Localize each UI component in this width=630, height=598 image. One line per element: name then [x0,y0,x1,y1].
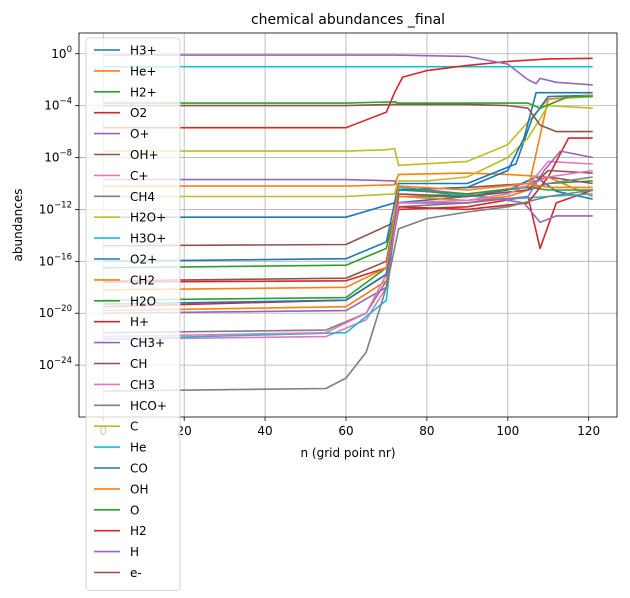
series-line-H [103,54,593,86]
series-line-OH [103,182,593,291]
series-line-HCO+ [103,189,593,392]
y-tick-label: 10−4 [44,97,72,113]
legend-label: H2 [130,524,147,538]
legend-label: e- [130,566,142,580]
legend-label: H2O+ [130,211,166,225]
y-tick-label: 10−20 [39,304,72,320]
legend-label: CO [130,462,148,476]
y-tick-label: 10−16 [39,252,72,268]
legend-label: H3O+ [130,232,166,246]
y-tick-label-exponent: −4 [59,97,72,107]
x-axis-label: n (grid point nr) [300,446,395,460]
legend-label: O2 [130,106,147,120]
legend-label: OH+ [130,148,159,162]
legend-label: O+ [130,127,150,141]
y-tick-label-base: 10 [39,202,54,216]
series-line-H2 [103,57,593,129]
x-tick-label: 80 [419,424,434,438]
x-tick-label: 120 [577,424,600,438]
y-tick-label-exponent: 0 [67,45,72,55]
legend-label: CH3 [130,378,155,392]
y-tick-label: 10−12 [39,200,72,216]
y-tick-label-base: 10 [44,99,59,113]
legend-label: H2O [130,294,156,308]
series-line-H3+ [103,176,593,218]
y-tick-label-base: 10 [39,306,54,320]
y-tick-label-exponent: −12 [54,200,72,210]
series-line-CH [103,169,593,282]
legend-label: O [130,503,139,517]
chart-title: chemical abundances _final [251,12,445,28]
legend-label: HCO+ [130,399,167,413]
y-tick-label: 10−8 [44,149,72,165]
legend-label: CH2 [130,273,155,287]
y-tick-label: 10−24 [39,356,72,372]
series-line-O [103,95,593,109]
series-line-CH3+ [103,150,593,314]
y-tick-label-base: 10 [44,151,59,165]
series-line-O2+ [103,94,593,263]
series-line-CH3 [103,169,593,338]
x-tick-label: 40 [257,424,272,438]
legend: H3+He+H2+O2O+OH+C+CH4H2O+H3O+O2+CH2H2OH+… [85,37,181,591]
x-tick-label: 60 [338,424,353,438]
legend-label: H2+ [130,85,157,99]
legend-label: CH [130,357,147,371]
legend-label: He [130,441,146,455]
axis-ticks: 02040608010012010010−410−810−1210−1610−2… [39,45,600,438]
y-tick-label-base: 10 [39,358,54,372]
legend-label: H+ [130,315,149,329]
plot-frame [78,32,618,418]
legend-label: H [130,545,139,559]
y-tick-label-exponent: −16 [54,252,72,262]
legend-label: H3+ [130,44,157,58]
series-layer [103,54,594,392]
legend-label: C+ [130,169,148,183]
y-tick-label-base: 10 [51,47,66,61]
legend-label: OH [130,482,148,496]
y-tick-label-exponent: −8 [59,149,72,159]
y-tick-label-exponent: −20 [54,304,72,314]
legend-label: O2+ [130,253,157,267]
y-tick-label: 100 [51,45,72,61]
y-tick-label-exponent: −24 [54,356,72,366]
x-tick-label: 100 [496,424,519,438]
legend-label: C [130,420,138,434]
series-line-e- [103,103,593,133]
series-line-H2O [103,186,593,301]
legend-label: CH3+ [130,336,165,350]
legend-label: He+ [130,64,156,78]
series-line-CO [103,91,593,305]
y-axis-label: abundances [11,189,25,262]
legend-label: CH4 [130,190,155,204]
y-tick-label-base: 10 [39,254,54,268]
